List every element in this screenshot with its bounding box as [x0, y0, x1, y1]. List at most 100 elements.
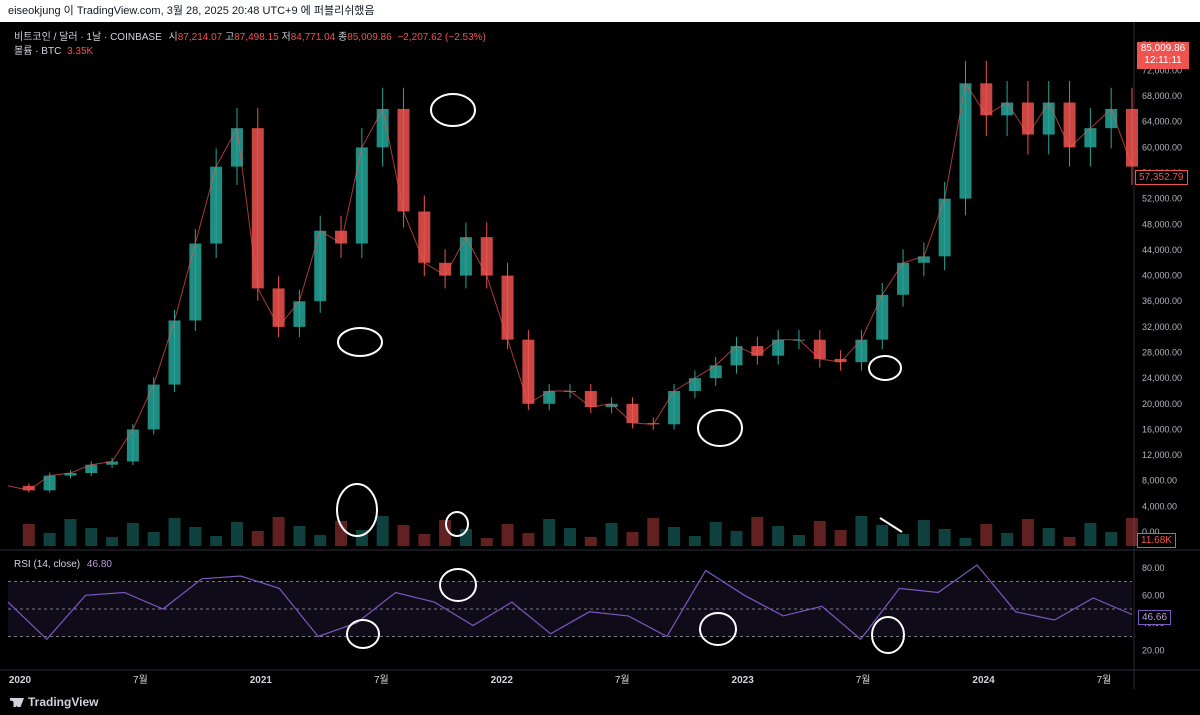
volume-bar: [210, 536, 223, 546]
price-tick-label: 20,000.00: [1142, 399, 1182, 409]
volume-value: 3.35K: [67, 46, 94, 57]
volume-bar: [1105, 532, 1118, 546]
chart-canvas[interactable]: 76,000.0072,000.0068,000.0064,000.0060,0…: [0, 22, 1200, 689]
close-value: 85,009.86: [347, 32, 392, 43]
volume-bar: [251, 531, 264, 546]
price-tick-label: 28,000.00: [1142, 348, 1182, 358]
cursor-price: 57,352.79: [1139, 172, 1184, 183]
tradingview-logo[interactable]: TradingView: [10, 689, 98, 715]
sketch-annotation: [439, 568, 477, 602]
price-line: [7, 81, 1133, 491]
volume-bar: [876, 525, 889, 546]
symbol-legend: 비트코인 / 달러 · 1날 · COINBASE 시87,214.07 고87…: [14, 28, 486, 43]
high-label: 고: [225, 32, 235, 43]
open-label: 시: [168, 32, 178, 43]
volume-bar: [293, 526, 306, 546]
volume-bar: [522, 533, 535, 546]
volume-bar: [335, 521, 348, 546]
volume-bar: [314, 535, 327, 546]
volume-bar: [22, 524, 35, 546]
volume-bar: [147, 532, 160, 546]
time-tick-label: 7월: [615, 674, 630, 686]
chart-frame[interactable]: 76,000.0072,000.0068,000.0064,000.0060,0…: [0, 22, 1200, 689]
price-tick-label: 60,000.00: [1142, 142, 1182, 152]
brand-bar: TradingView: [0, 689, 1200, 715]
sketch-annotation: [699, 612, 737, 646]
volume-bar: [43, 533, 56, 546]
bar-countdown: 12:11:11: [1144, 55, 1182, 66]
brand-name: TradingView: [28, 695, 99, 709]
volume-bar: [1021, 519, 1034, 546]
volume-bar: [1084, 523, 1097, 546]
rsi-legend: RSI (14, close) 46.80: [14, 559, 112, 570]
volume-bar: [85, 528, 98, 546]
rsi-tick-label: 60.00: [1142, 590, 1165, 600]
price-tick-label: 12,000.00: [1142, 450, 1182, 460]
price-tick-label: 32,000.00: [1142, 322, 1182, 332]
volume-bar: [1063, 537, 1076, 546]
sketch-annotation: [445, 511, 469, 537]
volume-bar: [168, 518, 181, 546]
publish-caption-bar: eiseokjung 이 TradingView.com, 3월 28, 202…: [0, 0, 1200, 22]
volume-bar: [647, 518, 660, 546]
volume-bar: [230, 522, 243, 546]
volume-bar: [501, 524, 514, 546]
high-value: 87,498.15: [234, 32, 279, 43]
volume-bar: [1001, 533, 1014, 546]
volume-bar: [813, 521, 826, 546]
rsi-now: 46.66: [1142, 612, 1168, 623]
volume-now-tag: 11.68K: [1137, 533, 1176, 548]
time-tick-label: 7월: [374, 674, 389, 686]
close-label: 종: [337, 32, 348, 43]
price-tick-label: 72,000.00: [1142, 65, 1182, 75]
price-tick-label: 4,000.00: [1142, 501, 1177, 511]
rsi-line: [7, 564, 1133, 641]
time-tick-label: 2023: [732, 675, 755, 686]
volume-bar: [772, 526, 785, 546]
sketch-annotation: [868, 355, 902, 381]
sketch-annotation: [697, 409, 743, 447]
rsi-value: 46.80: [86, 559, 112, 570]
price-tick-label: 68,000.00: [1142, 91, 1182, 101]
price-tick-label: 40,000.00: [1142, 271, 1182, 281]
volume-bar: [126, 523, 139, 546]
price-tick-label: 52,000.00: [1142, 194, 1182, 204]
volume-bar: [397, 525, 410, 546]
volume-bar: [917, 520, 930, 546]
time-tick-label: 2020: [9, 675, 32, 686]
rsi-tick-label: 80.00: [1142, 563, 1165, 573]
volume-bar: [855, 516, 868, 546]
volume-bar: [272, 517, 285, 546]
volume-now: 11.68K: [1141, 535, 1172, 546]
volume-bar: [834, 530, 847, 546]
price-tick-label: 16,000.00: [1142, 424, 1182, 434]
time-tick-label: 7월: [1097, 674, 1112, 686]
volume-bar: [751, 517, 764, 546]
volume-bar: [709, 522, 722, 546]
rsi-label[interactable]: RSI (14, close): [14, 559, 81, 570]
time-tick-label: 7월: [133, 674, 148, 686]
volume-bar: [1042, 528, 1055, 546]
volume-bar: [418, 534, 431, 546]
volume-bar: [792, 535, 805, 546]
change-value: −2,207.62 (−2.53%): [397, 32, 486, 43]
sketch-annotation: [346, 619, 380, 649]
volume-legend: 볼륨 · BTC 3.35K: [14, 42, 93, 57]
volume-bar: [897, 534, 910, 546]
volume-bar: [605, 523, 618, 546]
cursor-price-tag: 57,352.79: [1135, 170, 1188, 185]
volume-bar: [584, 537, 597, 546]
volume-bar: [564, 528, 576, 546]
publish-caption: eiseokjung 이 TradingView.com, 3월 28, 202…: [8, 5, 375, 17]
volume-bar: [626, 532, 639, 546]
sketch-annotation: [871, 616, 905, 654]
volume-bar: [938, 529, 951, 546]
volume-bar: [376, 516, 389, 546]
rsi-now-tag: 46.66: [1138, 610, 1172, 625]
price-tick-label: 36,000.00: [1142, 296, 1182, 306]
low-label: 저: [281, 32, 291, 43]
volume-bar: [1126, 518, 1138, 546]
price-tick-label: 0.00: [1142, 527, 1160, 537]
volume-label: 볼륨 · BTC: [14, 46, 62, 57]
symbol-name[interactable]: 비트코인 / 달러 · 1날 · COINBASE: [14, 32, 162, 43]
